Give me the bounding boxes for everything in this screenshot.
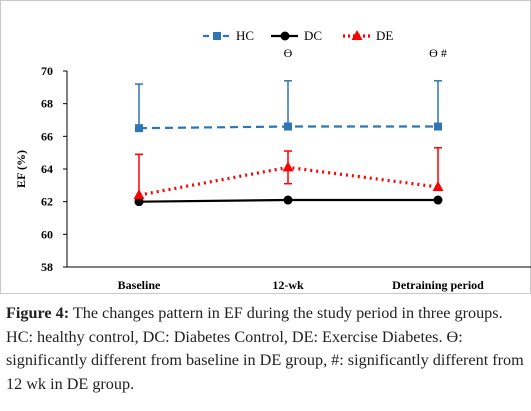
ef-line-chart: 58 60 62 64 66 68 70 EF (%) Baseline 12-wk Detrain… <box>14 28 531 292</box>
de-data-point <box>282 161 294 172</box>
y-tick-label: 68 <box>41 97 53 111</box>
dc-data-point <box>134 197 144 207</box>
dc-legend-label: DC <box>304 28 322 43</box>
hc-data-point <box>434 122 442 131</box>
y-axis-title: EF (%) <box>14 150 28 188</box>
dc-legend-marker <box>280 31 290 41</box>
significance-annotation: ϴ <box>284 46 293 60</box>
hc-data-point <box>135 124 143 133</box>
hc-data-point <box>284 122 292 131</box>
figure-caption: Figure 4: The changes pattern in EF duri… <box>6 302 528 396</box>
chart-frame: 58 60 62 64 66 68 70 EF (%) Baseline 12-wk Detrain… <box>0 0 531 294</box>
hc-legend-label: HC <box>236 28 254 43</box>
y-tick-label: 60 <box>41 227 53 241</box>
y-tick-label: 70 <box>41 64 53 78</box>
caption-label: Figure 4: <box>6 304 70 322</box>
hc-legend-marker <box>213 32 221 40</box>
de-legend-label: DE <box>376 28 393 43</box>
de-legend-marker <box>351 30 363 40</box>
y-tick-label: 66 <box>41 129 53 143</box>
y-tick-label: 64 <box>41 162 53 176</box>
significance-annotation: ϴ # <box>429 46 447 60</box>
dc-data-point <box>283 195 293 205</box>
y-tick-label: 58 <box>41 260 53 274</box>
y-tick-label: 62 <box>41 195 53 209</box>
x-tick-label: 12-wk <box>272 278 304 292</box>
de-data-point <box>432 180 444 191</box>
caption-text: The changes pattern in EF during the stu… <box>6 304 524 393</box>
dc-data-point <box>433 195 443 205</box>
de-data-point <box>133 189 145 200</box>
x-tick-label: Detraining period <box>392 278 484 292</box>
x-tick-label: Baseline <box>118 278 161 292</box>
